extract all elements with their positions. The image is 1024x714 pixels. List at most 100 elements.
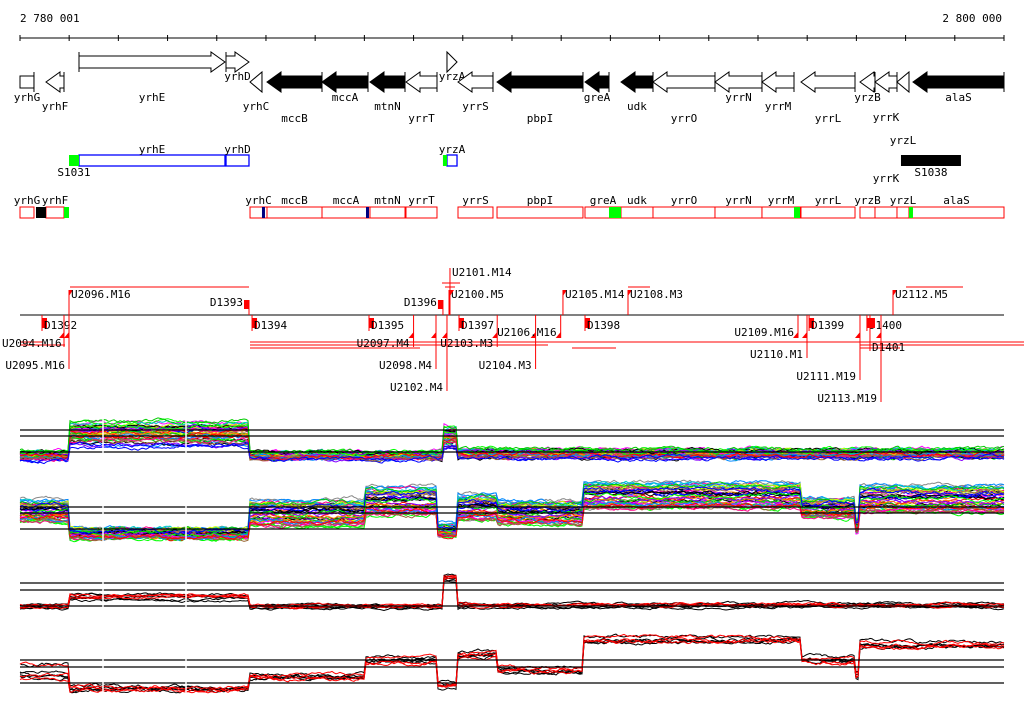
tu-U2110.M1: U2110.M1: [750, 315, 808, 361]
site-label: S1038: [914, 166, 947, 179]
operon-box-yrhD: yrhD: [224, 143, 251, 167]
gene-label: yrhE: [139, 91, 166, 104]
gene-udk: udk: [620, 71, 654, 113]
gene-shape: [19, 75, 35, 89]
summary-profiles-2: [19, 630, 1005, 695]
tu-flag: [441, 332, 447, 338]
tu-label: U2103.M3: [440, 337, 493, 350]
gene-yrrT: yrrT: [405, 71, 438, 125]
feature-box: [321, 206, 371, 219]
gene-yrrN: yrrN: [714, 71, 763, 104]
gene-arrow-reverse: [249, 70, 263, 94]
tu-U2111.M19: U2111.M19: [796, 315, 861, 383]
feature-label: yrzB: [854, 194, 881, 207]
gene-arrow-reverse: [800, 71, 856, 93]
gene-mccA: mccA: [321, 71, 369, 104]
gene-label: yrrL: [815, 112, 842, 125]
tu-flag: [892, 290, 897, 296]
tu-label: D1398: [587, 319, 620, 332]
tu-label: U2110.M1: [750, 348, 803, 361]
tu-flag: [64, 332, 70, 338]
tu-flag: [875, 332, 881, 338]
ruler-end-label: 2 800 000: [942, 12, 1002, 25]
gene-greA: greA: [584, 71, 611, 104]
operon-label: yrhD: [224, 143, 251, 156]
tu-label: D1399: [811, 319, 844, 332]
feature-label: alaS: [943, 194, 970, 207]
feature-mark: [794, 207, 801, 218]
feature-box: [859, 206, 876, 219]
gene-label: yrhF: [42, 100, 69, 113]
feature-box: [652, 206, 716, 219]
feature-box-yrrO: yrrO: [652, 194, 716, 219]
profile-panels: [19, 405, 1005, 695]
gene-label: mccA: [332, 91, 359, 104]
gene-arrow-reverse: [369, 71, 406, 93]
tu-label: D1401: [872, 341, 905, 354]
operon-box: [446, 154, 458, 167]
operon-label: yrhE: [139, 143, 166, 156]
tu-label: U2108.M3: [630, 288, 683, 301]
gene-label: yrzB: [854, 91, 881, 104]
profile-series: [19, 576, 1005, 610]
feature-label: yrrN: [725, 194, 752, 207]
operon-box-yrzA: yrzA: [439, 143, 466, 167]
feature-label: yrrK: [873, 172, 900, 185]
tu-D1397: D1397: [458, 315, 494, 332]
tu-label: D1397: [461, 319, 494, 332]
feature-mark: [609, 207, 622, 218]
tu-flag: [437, 300, 443, 309]
gene-label: yrrT: [408, 112, 435, 125]
tu-label: U2097.M4: [357, 337, 410, 350]
feature-box: [405, 206, 438, 219]
feature-box-yrrS: yrrS: [457, 194, 494, 219]
gene-arrow-reverse: [405, 71, 438, 93]
tu-flag: [627, 290, 632, 296]
tu-flag: [41, 318, 47, 328]
tu-flag: [530, 332, 536, 338]
feature-box-mtnN: mtnN: [369, 194, 406, 219]
tu-U2097.M4: U2097.M4: [357, 315, 415, 350]
tu-D1394: D1394: [251, 315, 288, 332]
site-mark-S1038: S1038: [900, 155, 961, 179]
operon-label: yrzA: [439, 143, 466, 156]
profile-series: [19, 486, 1005, 535]
gene-arrow-forward: [225, 51, 250, 73]
tu-flag: [492, 332, 498, 338]
tu-flag: [408, 332, 414, 338]
ruler-ticks: [19, 35, 1005, 41]
gene-label: mtnN: [374, 100, 401, 113]
gene-arrow-reverse: [321, 71, 369, 93]
gene-arrow-reverse: [859, 71, 876, 93]
profile-series: [19, 637, 1005, 694]
feature-mark: [63, 207, 70, 218]
profile-series: [19, 575, 1005, 608]
tu-flag: [252, 318, 258, 328]
feature-box: [19, 206, 35, 219]
tu-U2094.M16: U2094.M16: [2, 315, 65, 350]
profile-series: [19, 439, 1005, 463]
tu-U2098.M4: U2098.M4: [379, 315, 437, 372]
feature-box-pbpI: pbpI: [496, 194, 584, 219]
gene-yrhE: yrhE: [78, 51, 226, 104]
site-block: [442, 155, 447, 166]
gene-arrow-reverse: [761, 71, 795, 93]
gene-yrhD: yrhD: [224, 51, 251, 83]
tu-flag: [458, 318, 464, 328]
gene-arrow-reverse: [912, 71, 1005, 93]
tu-flag: [584, 318, 590, 328]
feature-box: [620, 206, 654, 219]
tu-flag: [368, 318, 374, 328]
tu-D1396: D1396: [404, 296, 444, 315]
feature-box-udk: udk: [620, 194, 654, 219]
tu-U2101.M14: U2101.M14: [449, 266, 512, 315]
profile-series: [20, 637, 1005, 694]
feature-label: pbpI: [527, 194, 554, 207]
profile-series: [19, 490, 1004, 537]
tu-label: U2111.M19: [796, 370, 856, 383]
profile-series: [19, 417, 1005, 455]
gene-yrrS: yrrS: [457, 71, 494, 113]
feature-box: [457, 206, 494, 219]
gene-mtnN: mtnN: [369, 71, 406, 113]
